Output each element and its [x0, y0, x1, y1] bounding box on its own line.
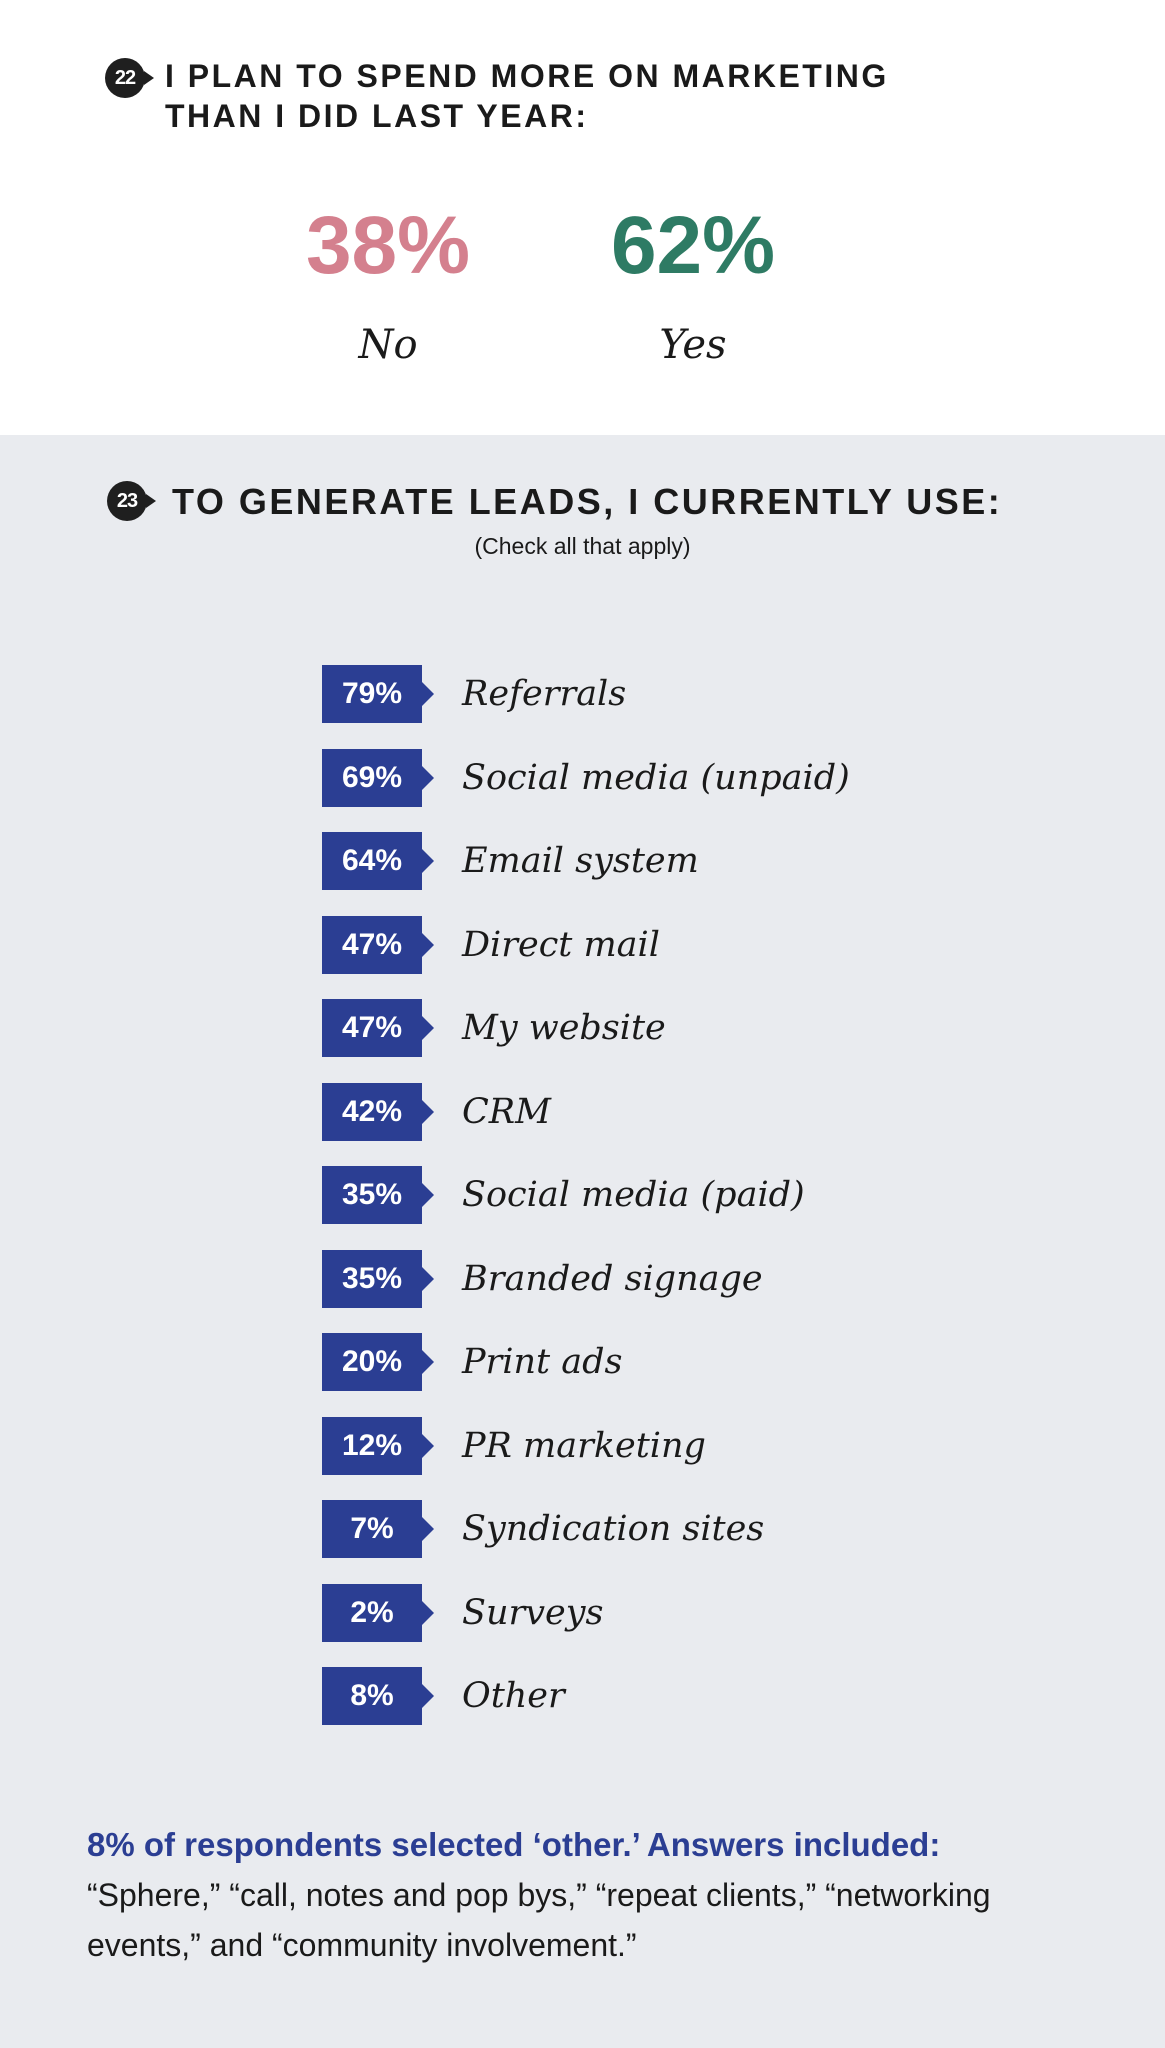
category-label: Email system	[462, 841, 699, 881]
yes-percentage: 62%	[610, 200, 776, 291]
percentage-label: 64%	[322, 832, 434, 890]
category-label: Social media (unpaid)	[462, 758, 850, 798]
percentage-label: 8%	[322, 1667, 434, 1725]
category-label: Surveys	[462, 1593, 604, 1633]
q22-title: I PLAN TO SPEND MORE ON MARKETING THAN I…	[165, 56, 889, 136]
category-label: CRM	[462, 1092, 551, 1132]
no-label: No	[358, 322, 418, 368]
category-label: Social media (paid)	[462, 1175, 805, 1215]
footnote-heading: 8% of respondents selected ‘other.’ Answ…	[87, 1826, 941, 1863]
yes-label: Yes	[659, 322, 727, 368]
q23-title: TO GENERATE LEADS, I CURRENTLY USE:	[172, 481, 1003, 522]
category-label: Referrals	[462, 674, 627, 714]
percentage-label: 79%	[322, 665, 434, 723]
category-label: My website	[462, 1008, 666, 1048]
percentage-label: 35%	[322, 1166, 434, 1224]
question-number-badge: 23	[107, 481, 156, 521]
category-label: Branded signage	[462, 1259, 763, 1299]
q22-title-line1: I PLAN TO SPEND MORE ON MARKETING	[165, 58, 889, 94]
category-label: PR marketing	[462, 1426, 706, 1466]
footnote-body: “Sphere,” “call, notes and pop bys,” “re…	[87, 1877, 991, 1963]
percentage-label: 12%	[322, 1417, 434, 1475]
percentage-label: 7%	[322, 1500, 434, 1558]
percentage-label: 42%	[322, 1083, 434, 1141]
q23-section	[0, 435, 1165, 2048]
category-label: Print ads	[462, 1342, 623, 1382]
percentage-label: 2%	[322, 1584, 434, 1642]
q22-section: 22 I PLAN TO SPEND MORE ON MARKETING THA…	[0, 0, 1165, 435]
percentage-label: 35%	[322, 1250, 434, 1308]
no-percentage: 38%	[305, 200, 471, 291]
category-label: Syndication sites	[462, 1509, 765, 1549]
category-label: Direct mail	[462, 925, 660, 965]
question-number-badge: 22	[105, 58, 154, 98]
percentage-label: 69%	[322, 749, 434, 807]
q23-subtitle: (Check all that apply)	[474, 533, 691, 559]
percentage-label: 47%	[322, 999, 434, 1057]
q22-title-line2: THAN I DID LAST YEAR:	[165, 98, 589, 134]
category-label: Other	[462, 1676, 565, 1716]
percentage-label: 47%	[322, 916, 434, 974]
percentage-label: 20%	[322, 1333, 434, 1391]
